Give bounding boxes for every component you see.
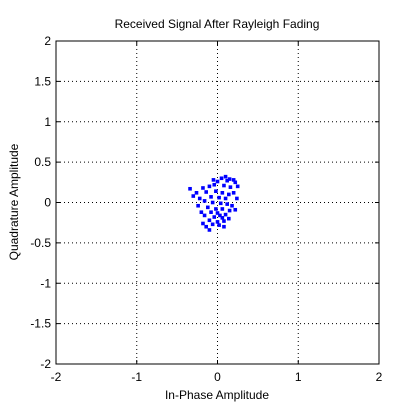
data-point [223,174,228,179]
plot-area [56,41,379,364]
data-point [227,208,232,213]
data-point [228,185,233,189]
data-point [202,213,207,218]
data-point [201,221,205,226]
data-point [219,176,224,181]
data-point [194,191,199,195]
data-point [196,203,200,208]
data-point [206,205,210,210]
data-point [217,195,221,200]
data-point [235,184,240,189]
data-point [223,196,228,201]
data-point [207,228,212,232]
x-axis-title: In-Phase Amplitude [165,388,269,402]
data-point [217,223,221,227]
data-point [222,224,226,229]
data-point [227,192,231,197]
data-point [209,210,213,214]
data-point [199,210,204,214]
data-point [202,199,207,203]
data-point [207,184,212,189]
y-tick-label: -1.5 [30,317,51,331]
data-point [225,178,229,183]
data-point [215,220,220,224]
y-tick-label: -0.5 [30,236,51,250]
data-point [231,178,236,182]
y-tick-label: 1.5 [34,74,51,88]
y-tick-label: -1 [40,276,51,290]
data-point [220,207,225,211]
data-point [207,218,212,223]
data-point [210,200,215,205]
data-point [211,178,216,182]
chart-title: Received Signal After Rayleigh Fading [115,17,320,31]
y-tick-label: 0.5 [34,155,51,169]
data-point [204,190,208,194]
data-point [227,177,232,181]
data-point [227,216,231,221]
data-point [215,211,220,215]
data-point [212,215,217,219]
data-point [197,196,202,201]
data-point [191,194,196,198]
y-tick-label: 2 [44,34,51,48]
x-tick-label: 1 [295,370,302,384]
x-tick-label: -2 [51,370,62,384]
data-point [214,189,218,193]
axis-ticks: -2 -1 0 1 2 -2 -1.5 -1 -0.5 0 0.5 1 1.5 2 [30,34,382,384]
y-tick-label: 0 [44,196,51,210]
data-point [220,216,225,220]
data-point [220,191,225,195]
data-point [209,195,213,199]
y-tick-label: 1 [44,115,51,129]
data-point [222,183,226,188]
data-point [215,179,220,184]
data-point [188,186,192,191]
y-axis-title: Quadrature Amplitude [7,143,21,260]
data-point [204,224,208,229]
data-point [235,196,239,201]
data-point [222,219,226,223]
data-point [214,207,218,211]
data-point [201,186,205,190]
x-tick-label: 0 [214,370,221,384]
data-point [230,203,234,208]
x-tick-label: -1 [131,370,142,384]
data-point [223,212,228,217]
x-tick-label: 2 [376,370,383,384]
data-point [233,180,238,185]
data-point [218,213,222,218]
data-point [231,191,236,195]
y-tick-label: -2 [40,357,51,371]
data-point [233,207,238,212]
data-point [225,202,229,206]
data-point [210,222,215,227]
data-point [212,182,217,187]
data-points [188,174,240,232]
data-point [218,201,223,206]
